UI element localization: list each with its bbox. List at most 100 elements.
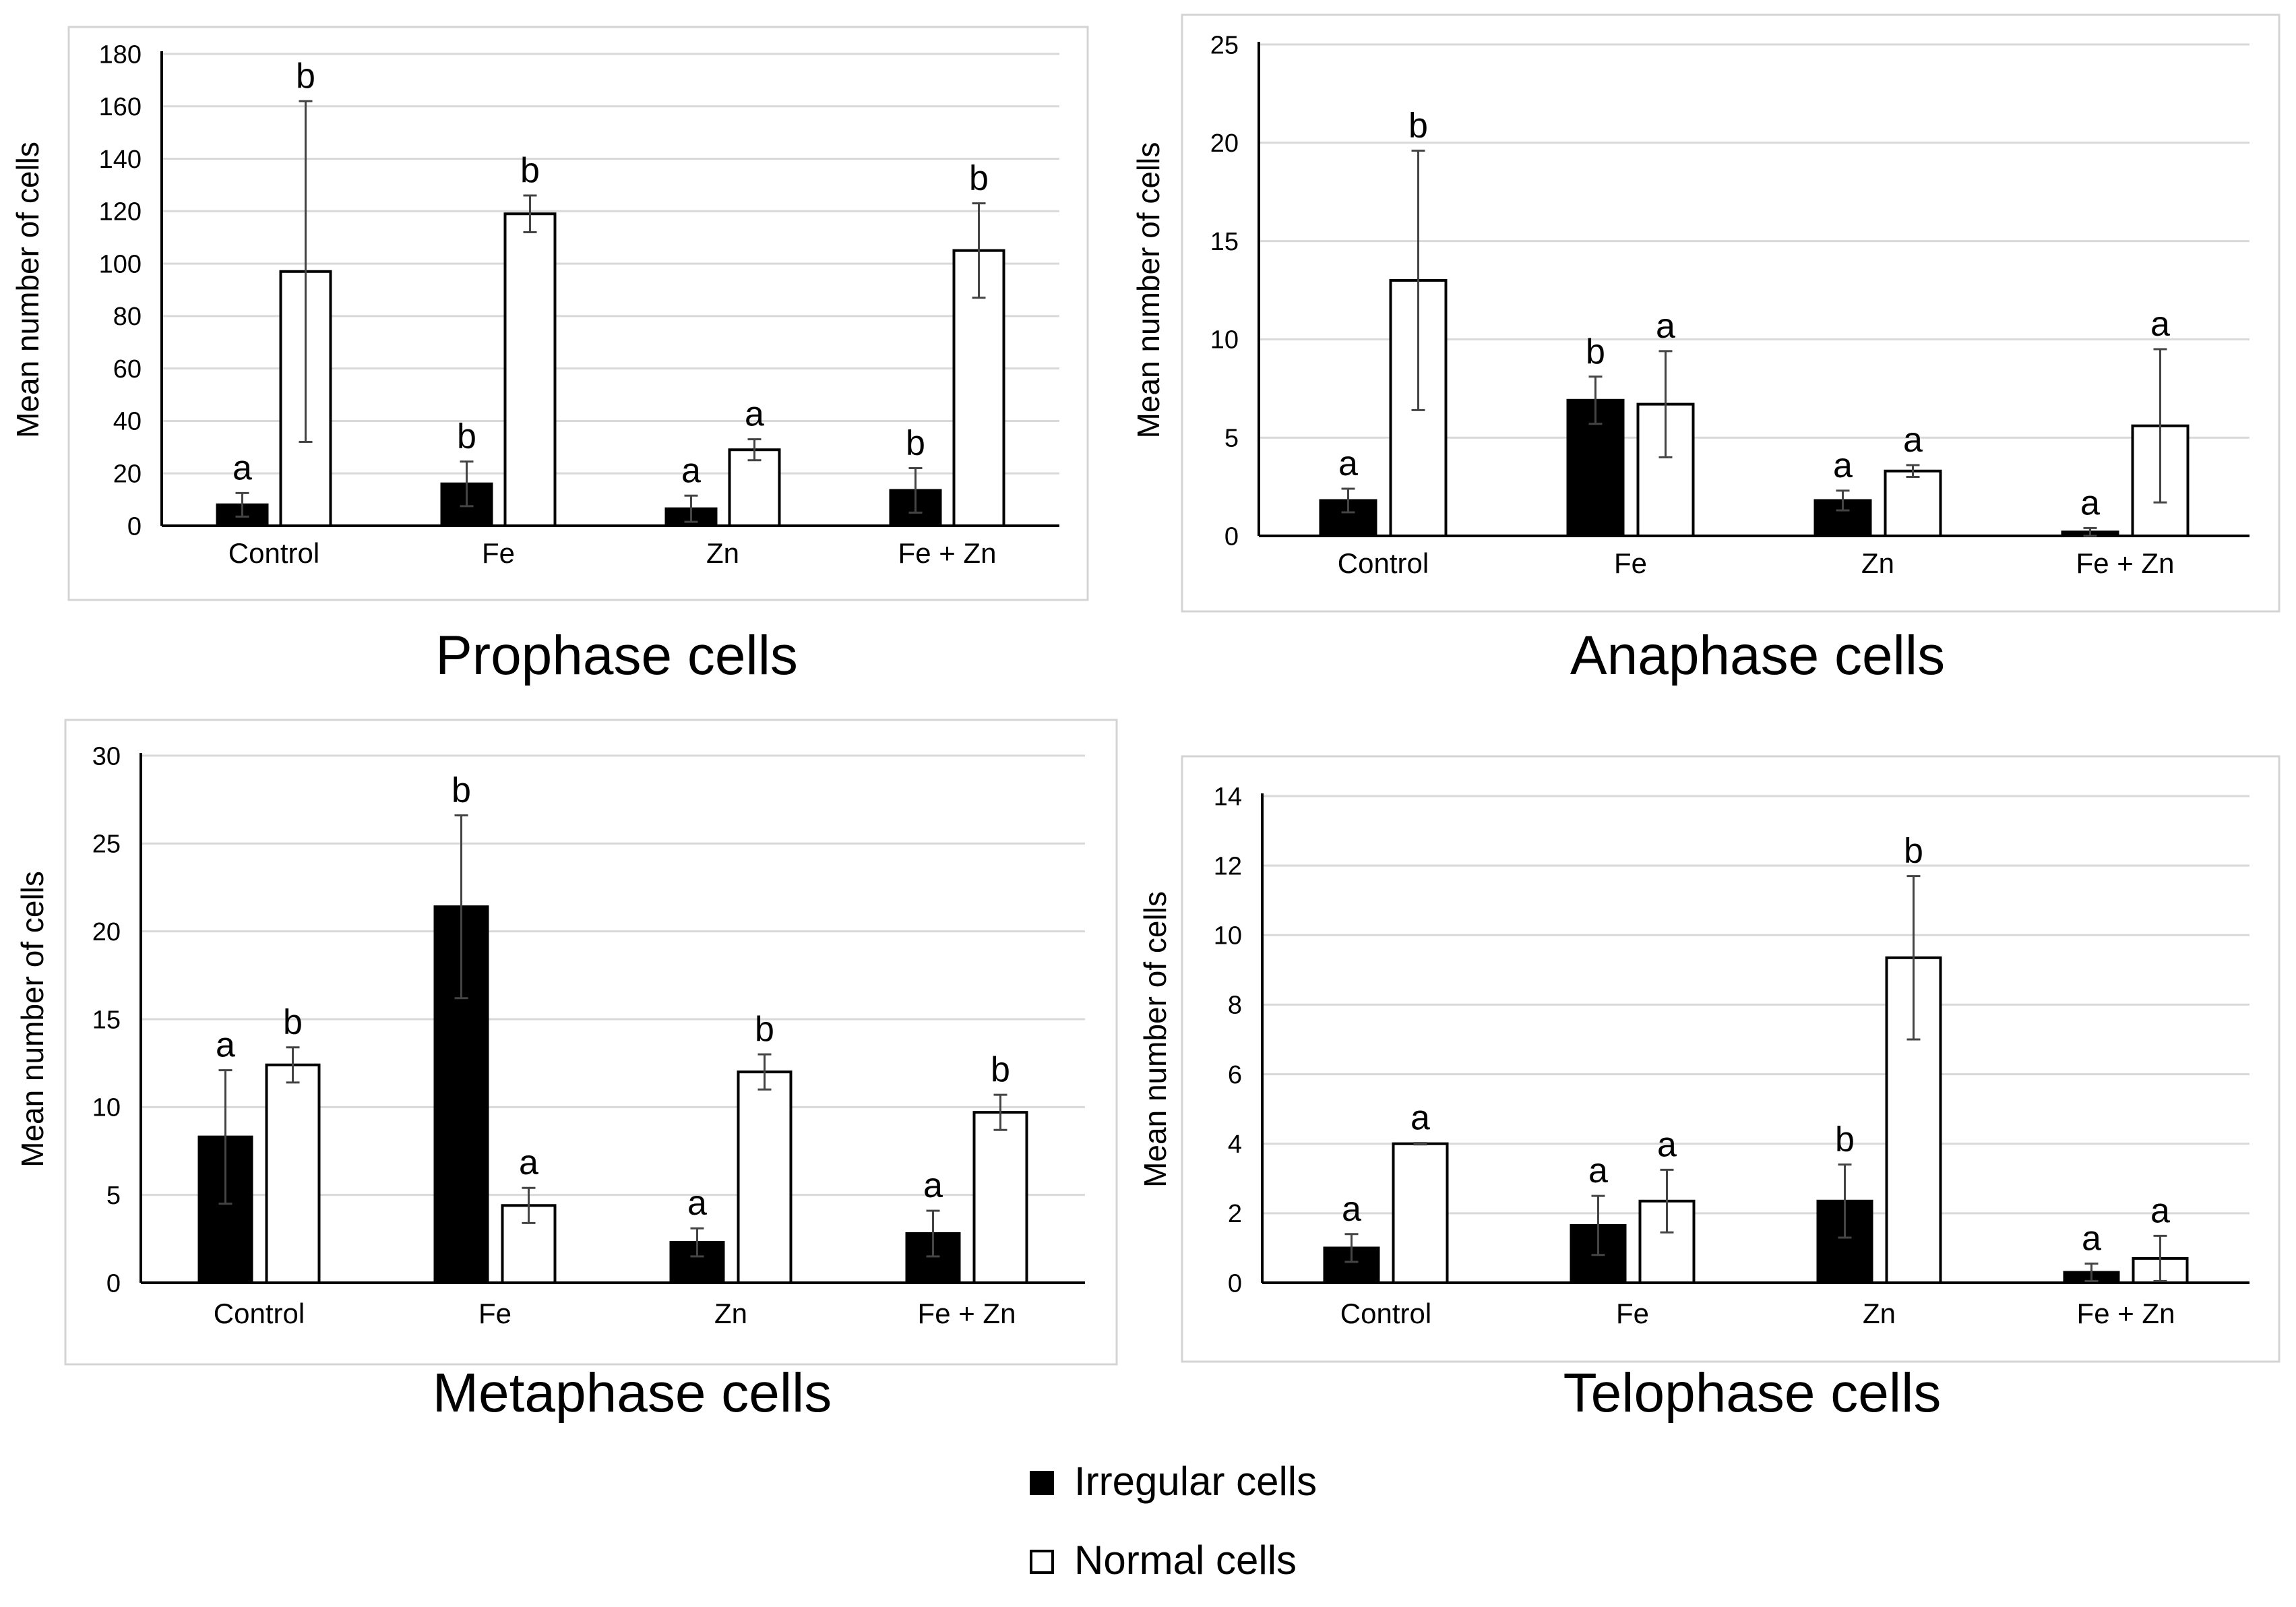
y-tick-label: 25 xyxy=(1210,31,1239,59)
x-category-label: Fe + Zn xyxy=(2076,547,2175,579)
error-bar xyxy=(286,1046,300,1084)
error-bar xyxy=(684,494,698,523)
x-category-label: Zn xyxy=(706,537,739,569)
bar-normal xyxy=(503,212,557,527)
y-tick-label: 0 xyxy=(1228,1269,1242,1298)
significance-label: a xyxy=(1410,1099,1430,1138)
y-tick-label: 140 xyxy=(99,146,142,174)
y-tick-label: 0 xyxy=(106,1269,121,1298)
error-bar xyxy=(757,1053,772,1091)
y-tick-label: 6 xyxy=(1228,1061,1242,1089)
y-tick-label: 60 xyxy=(113,355,142,384)
significance-label: b xyxy=(283,1003,303,1042)
x-category-label: Control xyxy=(1338,547,1429,579)
y-tick-label: 15 xyxy=(1210,228,1239,256)
x-category-label: Fe xyxy=(478,1298,511,1329)
y-tick-label: 5 xyxy=(106,1182,121,1210)
y-axis-label: Mean number of cells xyxy=(1131,142,1166,439)
legend-item: Normal cells xyxy=(1030,1538,1297,1583)
bar-normal xyxy=(728,448,781,528)
y-tick-label: 12 xyxy=(1214,852,1242,880)
significance-label: b xyxy=(755,1010,774,1049)
chart-title: Telophase cells xyxy=(1563,1362,1942,1424)
x-category-label: Zn xyxy=(714,1298,747,1329)
bar-normal xyxy=(265,1063,321,1284)
x-category-label: Fe + Zn xyxy=(898,537,997,569)
y-tick-label: 10 xyxy=(1214,922,1242,950)
error-bar xyxy=(1906,875,1921,1041)
significance-label: a xyxy=(2150,1191,2170,1230)
error-bar xyxy=(2084,1263,2099,1282)
error-bar xyxy=(1344,1233,1359,1263)
error-bar xyxy=(299,100,313,444)
error-bar xyxy=(1411,149,1425,411)
significance-label: b xyxy=(1586,332,1605,371)
error-bar xyxy=(2153,1234,2167,1282)
x-category-label: Zn xyxy=(1863,1298,1896,1329)
error-bar xyxy=(454,814,468,1000)
y-tick-label: 0 xyxy=(1224,522,1239,551)
y-tick-label: 5 xyxy=(1224,425,1239,453)
y-tick-label: 10 xyxy=(92,1094,121,1122)
significance-label: a xyxy=(232,448,252,487)
x-category-label: Fe xyxy=(1614,547,1647,579)
significance-label: b xyxy=(1904,832,1923,871)
significance-label: a xyxy=(519,1143,538,1182)
error-bar xyxy=(690,1227,704,1258)
error-bar xyxy=(972,202,986,299)
significance-label: a xyxy=(1833,446,1853,485)
significance-label: a xyxy=(2080,483,2100,522)
significance-label: a xyxy=(745,395,764,434)
y-tick-label: 4 xyxy=(1228,1130,1242,1159)
significance-label: b xyxy=(520,151,540,190)
chart-panel: 0 5 10 15 20 25 30 Mean number of cells a b Contro… xyxy=(15,719,1118,1424)
x-category-label: Control xyxy=(214,1298,305,1329)
x-category-label: Zn xyxy=(1861,547,1894,579)
error-bar xyxy=(1413,1142,1427,1146)
error-bar xyxy=(522,1186,536,1224)
bar-normal xyxy=(1638,1199,1696,1284)
error-bar xyxy=(993,1093,1007,1131)
y-tick-label: 2 xyxy=(1228,1200,1242,1228)
y-tick-label: 40 xyxy=(113,408,142,436)
significance-label: a xyxy=(216,1026,235,1065)
error-bar xyxy=(2083,526,2097,537)
y-tick-label: 20 xyxy=(92,918,121,946)
chart-title: Metaphase cells xyxy=(433,1362,832,1424)
significance-label: b xyxy=(991,1050,1010,1089)
error-bar xyxy=(926,1209,940,1258)
y-tick-label: 14 xyxy=(1214,783,1242,811)
error-bar xyxy=(218,1069,232,1205)
y-axis-label: Mean number of cells xyxy=(1138,891,1173,1188)
legend-swatch-irregular xyxy=(1030,1471,1054,1495)
y-tick-label: 0 xyxy=(127,512,142,541)
y-tick-label: 10 xyxy=(1210,326,1239,355)
y-tick-label: 180 xyxy=(99,40,142,69)
chart-title: Prophase cells xyxy=(435,625,798,686)
significance-label: a xyxy=(687,1184,707,1223)
legend-label: Normal cells xyxy=(1074,1538,1297,1583)
error-bar xyxy=(460,460,474,508)
error-bar xyxy=(1660,1168,1674,1234)
bar-normal xyxy=(1392,1142,1449,1284)
significance-label: a xyxy=(1342,1190,1361,1229)
error-bar xyxy=(1836,489,1850,512)
y-tick-label: 8 xyxy=(1228,992,1242,1020)
significance-label: b xyxy=(1408,106,1428,145)
legend-item: Irregular cells xyxy=(1030,1459,1317,1504)
error-bar xyxy=(235,491,249,518)
y-axis-label: Mean number of cells xyxy=(10,142,45,438)
y-tick-label: 25 xyxy=(92,830,121,859)
significance-label: b xyxy=(296,57,315,96)
error-bar xyxy=(1591,1194,1605,1256)
x-category-label: Fe + Zn xyxy=(918,1298,1016,1329)
legend: Irregular cells Normal cells xyxy=(1030,1459,1317,1583)
y-tick-label: 100 xyxy=(99,250,142,278)
y-tick-label: 120 xyxy=(99,198,142,226)
bar-normal xyxy=(1884,469,1942,537)
error-bar xyxy=(908,466,923,514)
y-axis-label: Mean number of cells xyxy=(15,871,50,1168)
error-bar xyxy=(1341,487,1355,514)
error-bar xyxy=(2153,348,2167,504)
